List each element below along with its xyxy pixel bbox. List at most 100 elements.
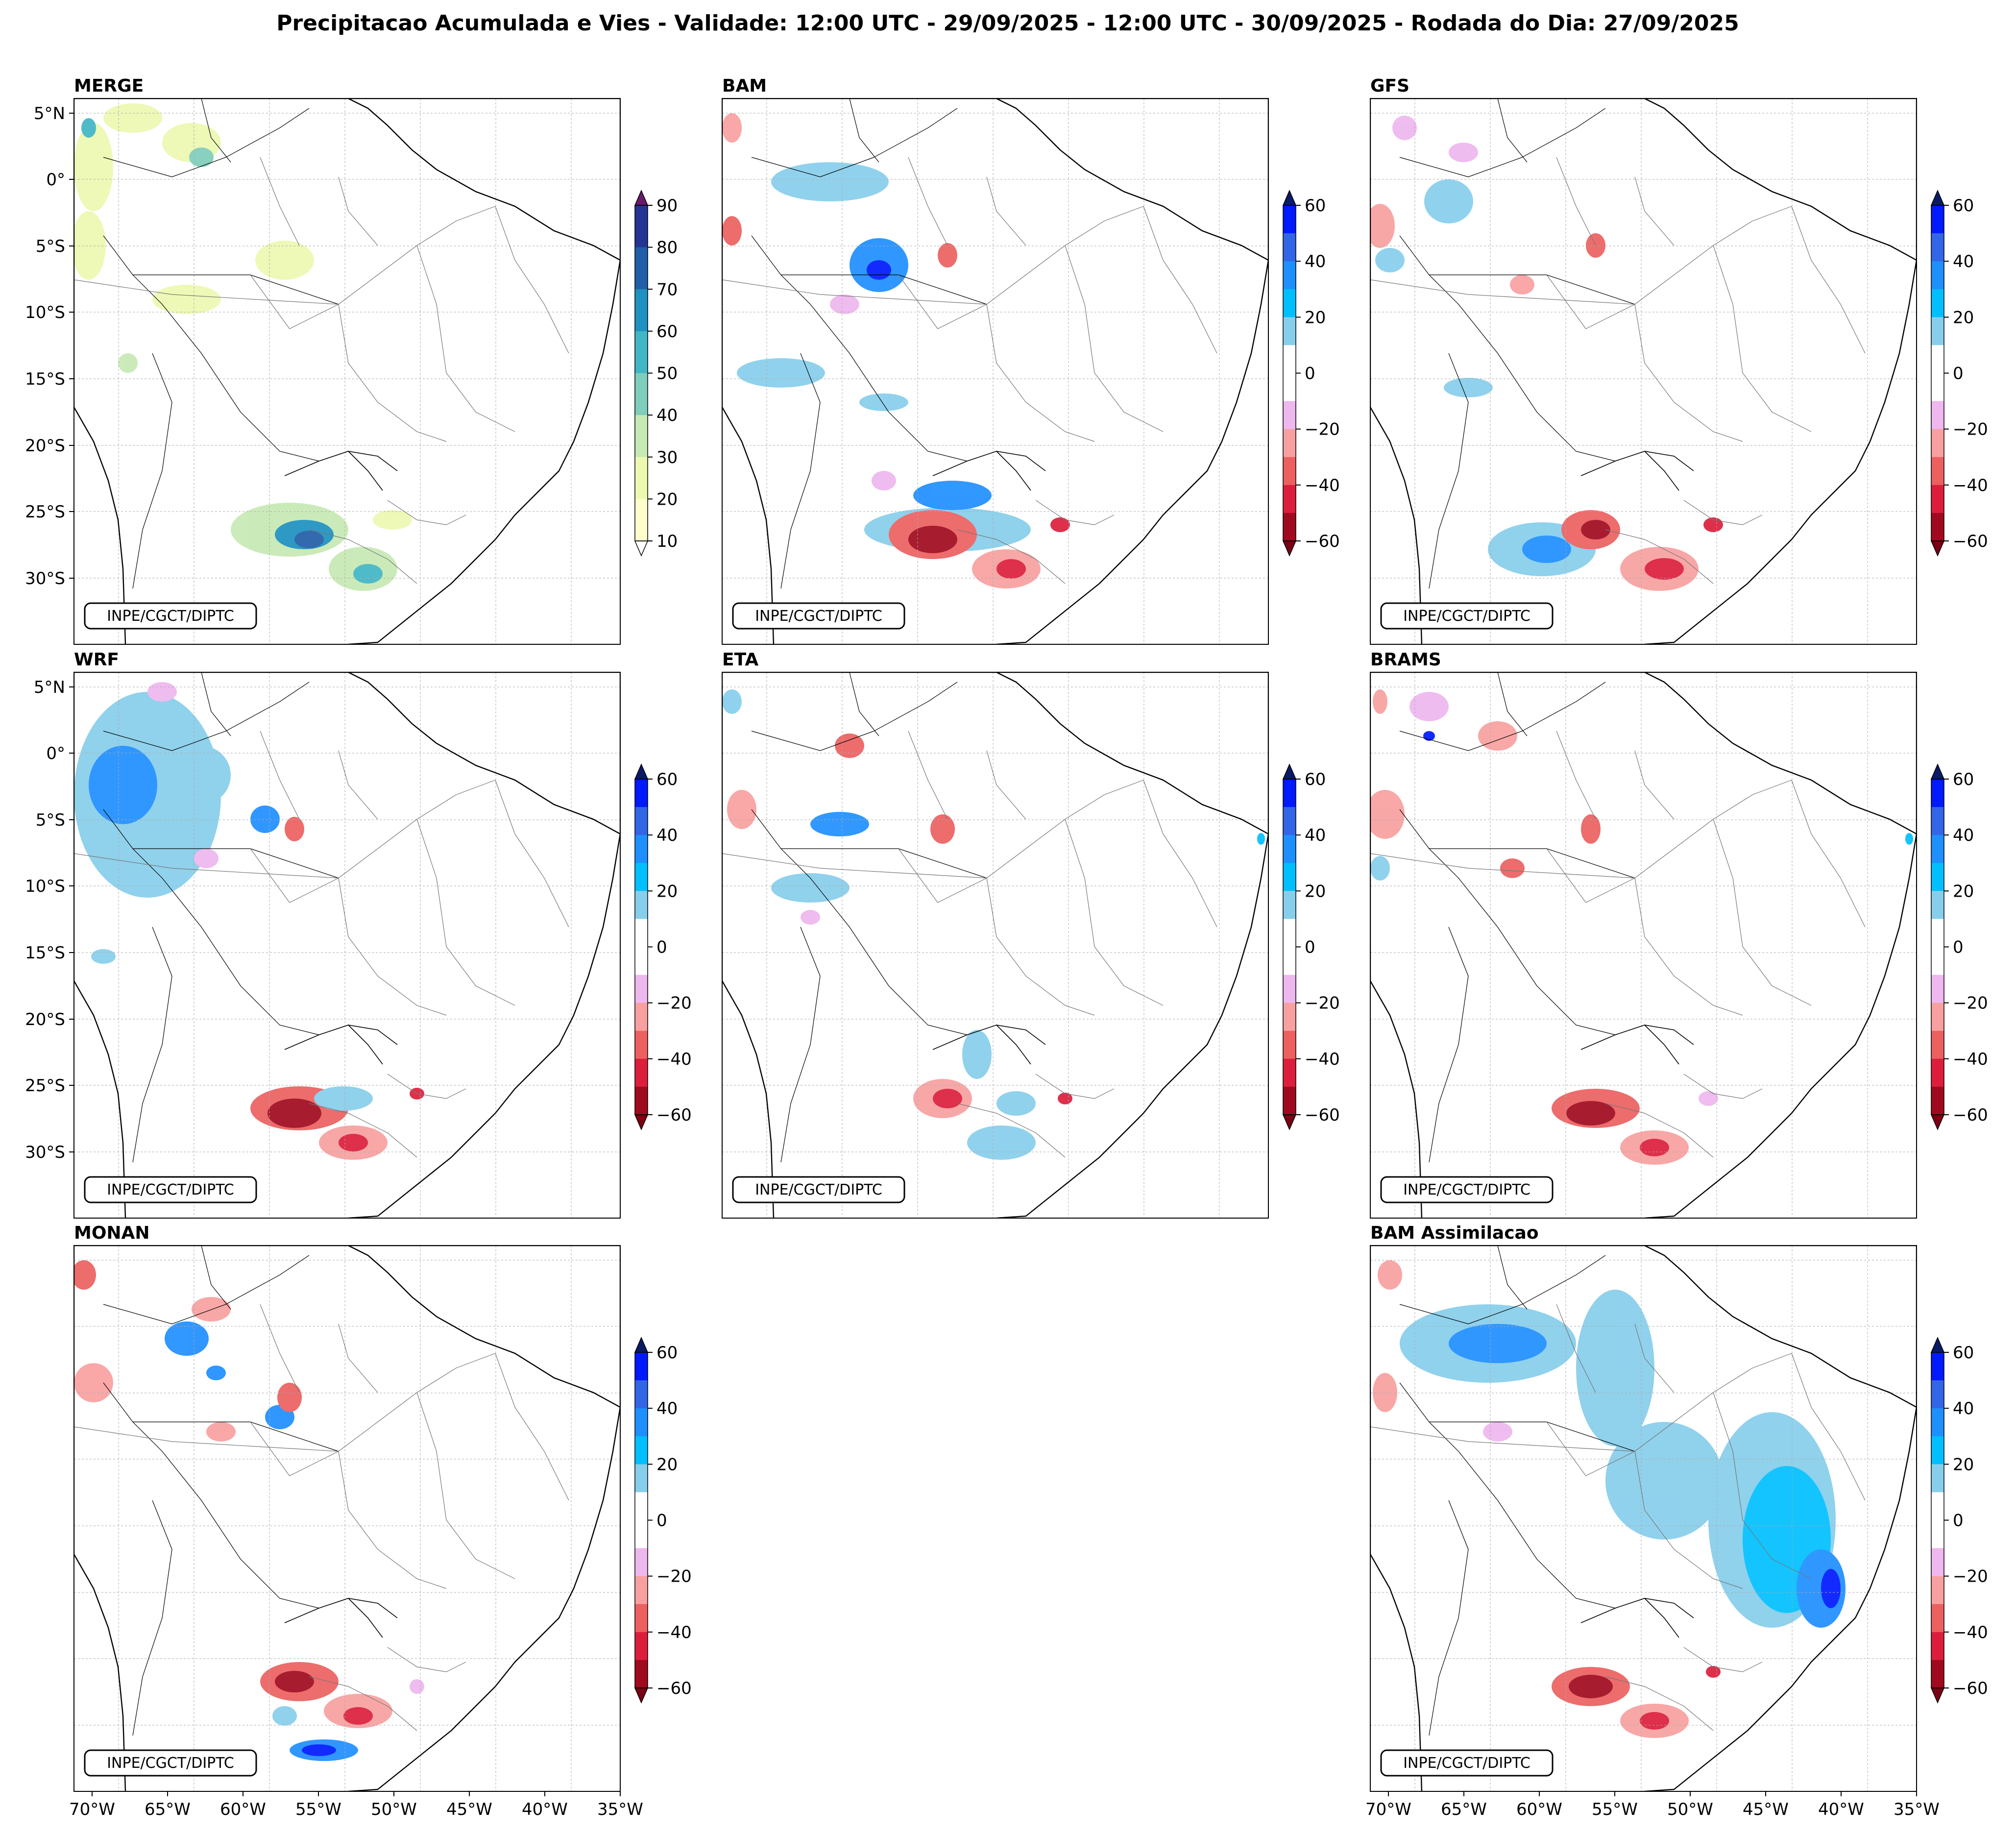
colorbar-tick-label: 40 xyxy=(1305,252,1326,271)
precip-blob xyxy=(1581,520,1610,539)
colorbar-bin xyxy=(635,1520,648,1549)
colorbar-tick-label: −60 xyxy=(1953,532,1988,551)
precip-blob xyxy=(1449,143,1478,162)
precip-blob xyxy=(1576,1290,1654,1446)
colorbar-extend-under xyxy=(1282,1114,1297,1130)
precip-blob xyxy=(938,243,957,268)
colorbar-tick-label: 40 xyxy=(1953,252,1974,271)
colorbar-eta: 60 40 20 0 −20 −40 −60 xyxy=(1282,763,1340,1130)
colorbar-bin xyxy=(1931,779,1944,807)
map-content xyxy=(722,98,1268,644)
map-content xyxy=(1370,672,1917,1218)
colorbar-tick-label: −40 xyxy=(1953,476,1988,495)
colorbar-bin xyxy=(635,1660,648,1688)
panel-label: BRAMS xyxy=(1370,650,1441,670)
colorbar-bin xyxy=(1931,401,1944,430)
precip-field xyxy=(722,113,1070,588)
colorbar-tick-label: −60 xyxy=(1953,1679,1988,1698)
panel-label: WRF xyxy=(74,650,119,670)
colorbar-extend-over xyxy=(1930,1337,1945,1353)
precip-blob xyxy=(343,1707,373,1725)
colorbar-tick-label: 20 xyxy=(1953,308,1974,327)
map-frame xyxy=(722,672,1269,1219)
colorbar-extend-under xyxy=(1282,540,1297,557)
lat-tick-label: 15°S xyxy=(25,369,65,389)
colorbar-extend-over xyxy=(634,763,649,780)
precip-blob xyxy=(835,734,864,758)
precip-blob xyxy=(771,162,889,201)
colorbar-bin xyxy=(1283,205,1296,234)
colorbar-bin xyxy=(1931,205,1944,234)
colorbar-merge: 90 80 70 60 50 40 30 20 10 xyxy=(634,190,678,557)
lon-tick-label: 55°W xyxy=(1592,1800,1638,1819)
precip-blob xyxy=(294,531,324,548)
colorbar-bin xyxy=(635,1058,648,1087)
colorbar-bin xyxy=(635,499,648,541)
colorbar-bin xyxy=(1931,1436,1944,1465)
colorbar-bin xyxy=(1283,1030,1296,1059)
precip-blob xyxy=(152,285,221,314)
lon-tick-label: 60°W xyxy=(220,1800,266,1819)
colorbar-bin xyxy=(1283,233,1296,262)
precip-blob xyxy=(1375,248,1405,272)
precip-blob xyxy=(859,393,908,411)
colorbar-tick-label: 70 xyxy=(656,280,678,299)
credit-box: INPE/CGCT/DIPTC xyxy=(84,1176,257,1203)
precip-blob xyxy=(1378,1260,1402,1290)
precip-blob xyxy=(830,294,859,314)
precip-blob xyxy=(189,147,214,167)
colorbar-bin xyxy=(1283,1003,1296,1031)
lon-tick-label: 35°W xyxy=(1894,1800,1940,1819)
colorbar-bin xyxy=(1931,429,1944,458)
precip-blob xyxy=(1566,1101,1615,1125)
colorbar-bin xyxy=(1931,1086,1944,1115)
colorbar-tick-label: 60 xyxy=(656,770,678,789)
colorbar-bin xyxy=(1283,373,1296,402)
lat-tick-label: 20°S xyxy=(25,1010,65,1029)
precip-blob xyxy=(727,790,756,829)
colorbar-bin xyxy=(1931,891,1944,919)
colorbar-bin xyxy=(635,1548,648,1577)
credit-text: INPE/CGCT/DIPTC xyxy=(107,608,234,625)
colorbar-bin xyxy=(635,457,648,499)
colorbar-bin xyxy=(635,1086,648,1115)
colorbar-bin xyxy=(1283,345,1296,373)
colorbar-bin xyxy=(635,289,648,332)
colorbar-tick-label: −40 xyxy=(1305,476,1340,495)
precip-blob xyxy=(1605,1422,1723,1540)
lat-tick-label: 5°N xyxy=(34,678,65,697)
colorbar-bin xyxy=(635,373,648,416)
colorbar-bin xyxy=(1931,1003,1944,1031)
colorbar-bin xyxy=(635,331,648,373)
panel-brams: BRAMS INPE/CGCT/DIPTC xyxy=(1370,650,1917,1219)
colorbar-bin xyxy=(635,1003,648,1031)
colorbar-bin xyxy=(635,247,648,290)
colorbar-tick-label: −60 xyxy=(1953,1105,1988,1125)
colorbar-tick-label: 20 xyxy=(1305,308,1326,327)
credit-text: INPE/CGCT/DIPTC xyxy=(107,1755,234,1772)
precip-blob xyxy=(147,682,177,702)
panel-label: ETA xyxy=(722,650,758,670)
panel-monan: MONAN INPE/CGCT/DIPTC xyxy=(73,1223,621,1792)
colorbar-tick-label: −20 xyxy=(656,994,692,1013)
precip-blob xyxy=(771,873,850,903)
colorbar-tick-label: −60 xyxy=(1305,1105,1340,1125)
precip-blob xyxy=(737,358,825,388)
credit-text: INPE/CGCT/DIPTC xyxy=(755,608,882,625)
colorbar-tick-label: −20 xyxy=(1953,994,1988,1013)
colorbar-tick-label: 0 xyxy=(1305,938,1315,957)
colorbar-tick-label: 40 xyxy=(1305,826,1326,845)
colorbar-tick-label: 20 xyxy=(1953,1455,1974,1474)
precip-blob xyxy=(996,1091,1036,1116)
credit-box: INPE/CGCT/DIPTC xyxy=(732,602,905,630)
precip-blob xyxy=(206,1366,226,1380)
lat-tick-label: 5°S xyxy=(36,810,65,830)
colorbar-bin xyxy=(1931,1520,1944,1549)
colorbar-extend-over xyxy=(1282,190,1297,206)
colorbar-tick-label: −40 xyxy=(1305,1050,1340,1069)
colorbar-gfs: 60 40 20 0 −20 −40 −60 xyxy=(1930,190,1988,557)
credit-box: INPE/CGCT/DIPTC xyxy=(732,1176,905,1203)
colorbar-monan: 60 40 20 0 −20 −40 −60 xyxy=(634,1337,692,1704)
precip-blob xyxy=(89,746,157,824)
